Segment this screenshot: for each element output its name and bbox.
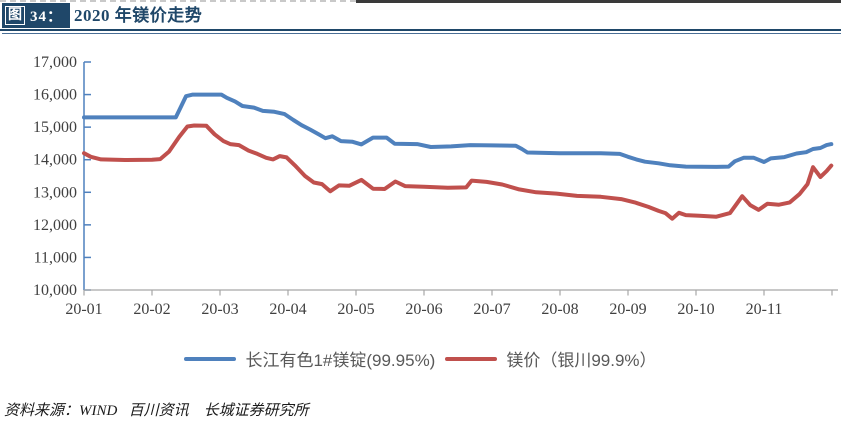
x-tick-label: 20-09 — [609, 301, 646, 318]
legend-line-swatch — [445, 356, 498, 361]
figure-tag-glyph: 图 — [5, 6, 25, 25]
x-tick-label: 20-01 — [65, 301, 102, 318]
chart-legend: 长江有色1#镁锭(99.95%) 镁价（银川99.9%） — [0, 346, 841, 371]
legend-line-swatch — [184, 356, 237, 361]
y-tick-label: 14,000 — [33, 152, 77, 169]
y-tick-label: 13,000 — [33, 184, 77, 201]
x-tick-label: 20-04 — [269, 301, 306, 318]
x-tick-label: 20-07 — [473, 301, 510, 318]
page-crop-artifact-dashed — [0, 0, 356, 2]
y-tick-label: 11,000 — [34, 249, 77, 266]
y-tick-label: 17,000 — [33, 54, 77, 71]
x-tick-label: 20-10 — [677, 301, 714, 318]
y-tick-label: 16,000 — [33, 87, 77, 104]
x-tick-label: 20-08 — [541, 301, 578, 318]
legend-label: 长江有色1#镁锭(99.95%) — [245, 351, 436, 370]
figure-tag: 图 34： — [2, 3, 71, 28]
x-tick-label: 20-06 — [405, 301, 442, 318]
x-tick-label: 20-03 — [201, 301, 238, 318]
y-tick-label: 12,000 — [33, 217, 77, 234]
line-chart: 17,000 16,000 15,000 14,000 13,000 12,000 11,0… — [33, 54, 838, 318]
series-line-0 — [82, 92, 834, 169]
figure-header: 图 34： 2020 年镁价走势 — [2, 3, 202, 28]
legend-item-0: 长江有色1#镁锭(99.95%) — [184, 346, 435, 371]
legend-label: 镁价（银川99.9%） — [506, 351, 657, 370]
x-tick-label: 20-11 — [746, 301, 783, 318]
header-rule-thick — [0, 29, 841, 31]
figure-title: 2020 年镁价走势 — [74, 6, 203, 25]
y-tick-label: 10,000 — [33, 282, 77, 299]
y-tick-label: 15,000 — [33, 119, 77, 136]
x-tick-label: 20-02 — [133, 301, 170, 318]
legend-item-1: 镁价（银川99.9%） — [445, 346, 657, 371]
figure-tag-number: 34： — [30, 9, 64, 25]
source-note: 资料来源：WIND 百川资讯 长城证券研究所 — [4, 403, 309, 419]
header-rule-thin — [2, 33, 841, 34]
page-crop-artifact-solid — [356, 0, 841, 3]
series-line-1 — [82, 123, 834, 221]
x-tick-label: 20-05 — [337, 301, 374, 318]
